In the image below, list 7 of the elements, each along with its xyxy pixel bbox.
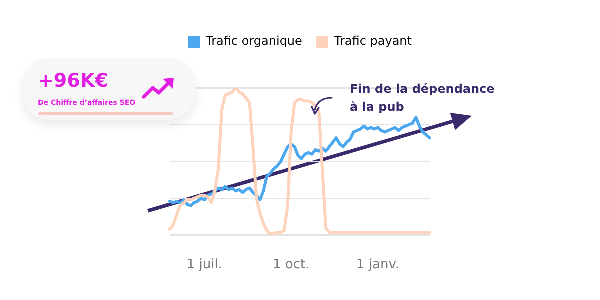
legend-label: Trafic payant — [333, 34, 412, 48]
x-tick-label: 1 juil. — [186, 258, 222, 273]
annotation: Fin de la dépendance à la pub — [350, 81, 496, 116]
text: +96K€ — [38, 70, 108, 92]
legend-label: Trafic organique — [205, 34, 302, 48]
x-tick-label: 1 janv. — [356, 258, 400, 273]
x-tick-label: 1 oct. — [272, 258, 310, 273]
